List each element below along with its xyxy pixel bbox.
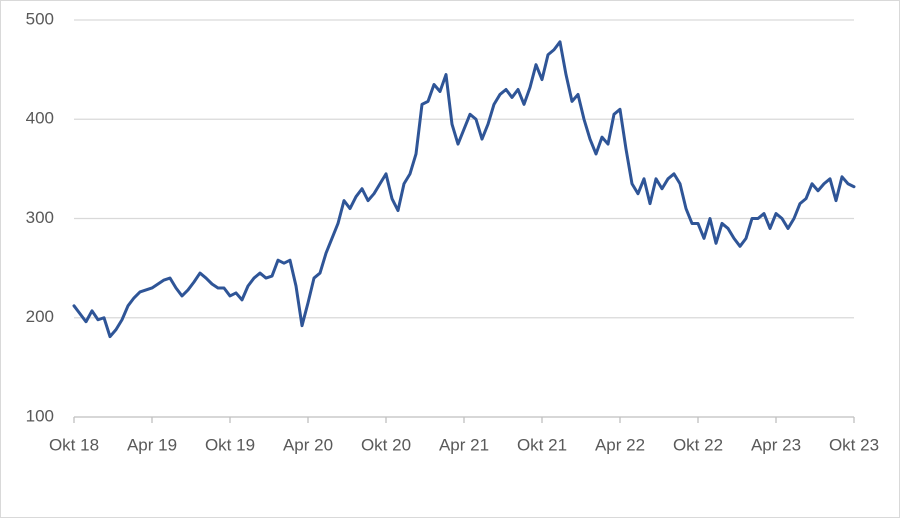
x-tick-label: Apr 22: [595, 435, 645, 454]
x-tick-label: Apr 20: [283, 435, 333, 454]
y-tick-label: 300: [26, 208, 54, 227]
y-tick-label: 100: [26, 406, 54, 425]
x-tick-label: Okt 21: [517, 435, 567, 454]
x-tick-label: Okt 19: [205, 435, 255, 454]
y-tick-label: 500: [26, 9, 54, 28]
x-tick-label: Okt 23: [829, 435, 879, 454]
x-tick-label: Apr 19: [127, 435, 177, 454]
x-tick-label: Apr 21: [439, 435, 489, 454]
x-tick-label: Apr 23: [751, 435, 801, 454]
x-tick-label: Okt 20: [361, 435, 411, 454]
y-tick-label: 400: [26, 109, 54, 128]
series-line: [72, 40, 856, 339]
x-tick-label: Okt 22: [673, 435, 723, 454]
x-tick-label: Okt 18: [49, 435, 99, 454]
y-tick-label: 200: [26, 307, 54, 326]
